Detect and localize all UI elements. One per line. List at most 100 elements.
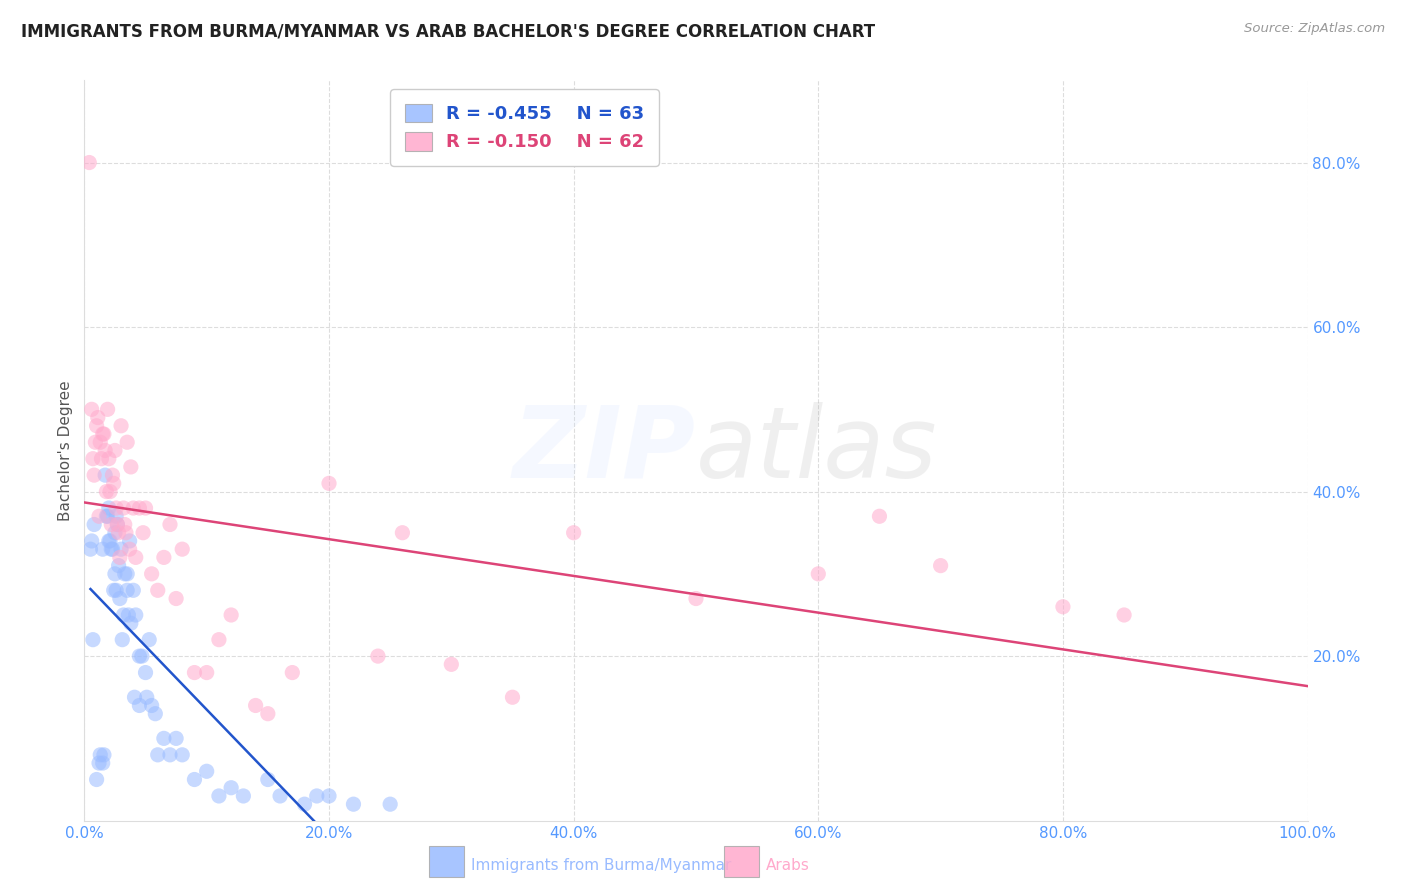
Point — [79, 542, 101, 557]
Point — [84, 435, 107, 450]
Point — [97, 509, 120, 524]
Point — [111, 632, 134, 647]
Point — [101, 542, 124, 557]
Point — [117, 607, 139, 622]
Point — [98, 484, 121, 499]
Point — [89, 435, 111, 450]
Point — [440, 657, 463, 672]
Point — [125, 607, 148, 622]
Point — [87, 509, 110, 524]
Point — [183, 665, 205, 680]
Point — [107, 525, 129, 540]
Point — [82, 451, 104, 466]
Point — [141, 566, 163, 581]
Point — [98, 533, 121, 548]
Point — [97, 533, 120, 548]
Point — [562, 525, 585, 540]
Point — [112, 607, 135, 622]
Point — [146, 583, 169, 598]
Point — [269, 789, 291, 803]
Point — [122, 501, 145, 516]
Point — [115, 566, 138, 581]
Point — [87, 410, 110, 425]
Point — [502, 690, 524, 705]
Point — [97, 402, 120, 417]
Point — [165, 731, 187, 746]
Point — [108, 550, 131, 565]
Point — [141, 698, 163, 713]
Legend: R = -0.455    N = 63, R = -0.150    N = 62: R = -0.455 N = 63, R = -0.150 N = 62 — [391, 89, 659, 166]
Point — [114, 517, 136, 532]
Point — [96, 509, 118, 524]
Point — [115, 525, 138, 540]
Point — [124, 690, 146, 705]
Point — [153, 550, 176, 565]
Point — [367, 649, 389, 664]
Point — [128, 649, 150, 664]
Point — [91, 542, 114, 557]
Point — [195, 764, 218, 779]
Point — [120, 616, 142, 631]
Point — [105, 517, 128, 532]
Point — [159, 517, 181, 532]
Point — [281, 665, 304, 680]
Point — [305, 789, 328, 803]
Point — [391, 525, 413, 540]
Point — [80, 533, 103, 548]
Point — [105, 517, 128, 532]
Point — [83, 468, 105, 483]
Point — [132, 525, 155, 540]
Point — [1114, 607, 1136, 622]
Point — [97, 451, 120, 466]
Point — [219, 780, 242, 795]
Point — [125, 550, 148, 565]
Point — [294, 797, 316, 812]
Point — [929, 558, 952, 573]
Point — [107, 558, 129, 573]
Point — [165, 591, 187, 606]
Point — [115, 583, 138, 598]
Point — [89, 747, 111, 762]
Point — [93, 427, 115, 442]
Point — [153, 731, 176, 746]
Point — [87, 756, 110, 770]
Point — [100, 542, 122, 557]
Point — [183, 772, 205, 787]
Point — [159, 747, 181, 762]
Point — [257, 706, 280, 721]
Point — [86, 418, 108, 433]
Point — [112, 501, 135, 516]
Point — [143, 706, 166, 721]
Point — [104, 525, 127, 540]
Point — [91, 756, 114, 770]
Point — [93, 747, 115, 762]
Point — [105, 583, 128, 598]
Point — [245, 698, 267, 713]
Point — [83, 517, 105, 532]
Point — [118, 533, 141, 548]
Text: atlas: atlas — [696, 402, 938, 499]
Point — [135, 665, 157, 680]
Point — [318, 476, 340, 491]
Point — [195, 665, 218, 680]
Point — [1052, 599, 1074, 614]
Point — [131, 649, 153, 664]
Point — [77, 155, 100, 169]
Point — [135, 690, 157, 705]
Point — [208, 789, 231, 803]
Point — [138, 632, 160, 647]
Point — [103, 583, 125, 598]
Point — [807, 566, 830, 581]
Point — [105, 501, 128, 516]
Text: Source: ZipAtlas.com: Source: ZipAtlas.com — [1244, 22, 1385, 36]
Point — [380, 797, 402, 812]
Point — [122, 583, 145, 598]
Point — [91, 427, 114, 442]
Point — [104, 566, 127, 581]
Point — [103, 476, 125, 491]
Point — [101, 468, 124, 483]
Text: IMMIGRANTS FROM BURMA/MYANMAR VS ARAB BACHELOR'S DEGREE CORRELATION CHART: IMMIGRANTS FROM BURMA/MYANMAR VS ARAB BA… — [21, 22, 875, 40]
Text: ZIP: ZIP — [513, 402, 696, 499]
Point — [100, 517, 122, 532]
Point — [114, 566, 136, 581]
